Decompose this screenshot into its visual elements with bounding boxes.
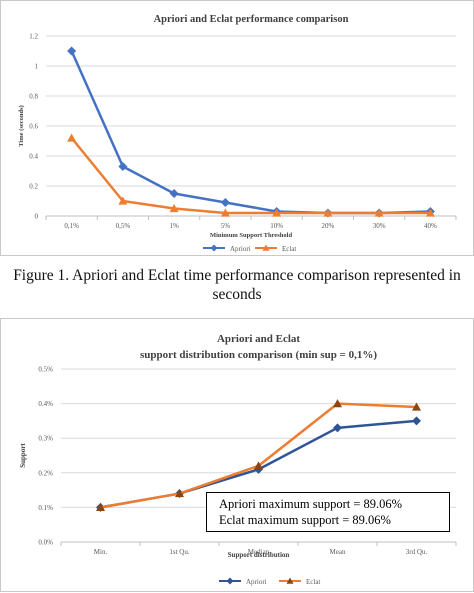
data-point-eclat	[220, 208, 230, 217]
y-tick-label: 1	[35, 63, 39, 71]
x-tick-label: 3rd Qu.	[406, 548, 428, 556]
legend-marker-apriori	[210, 244, 218, 252]
x-tick-label: Min.	[94, 548, 108, 556]
chart-support-distribution: Apriori and Eclat support distribution co…	[19, 333, 457, 586]
y-axis-label: Support	[19, 443, 27, 468]
x-axis-label: Minimum Support Threshold	[210, 232, 293, 239]
chart-subtitle: support distribution comparison (min sup…	[140, 349, 377, 361]
x-tick-label: Mean	[330, 548, 346, 556]
eclat-max-support: Eclat maximum support = 89.06%	[219, 513, 391, 527]
y-tick-label: 0.8	[29, 93, 38, 101]
max-support-box: Apriori maximum support = 89.06% Eclat m…	[206, 492, 450, 532]
data-point-apriori	[333, 423, 342, 433]
legend-label: Eclat	[282, 245, 296, 253]
legend-label: Apriori	[230, 245, 251, 253]
x-tick-label: 5%	[221, 222, 231, 230]
apriori-max-support: Apriori maximum support = 89.06%	[219, 497, 403, 511]
chart-title: Apriori and Eclat performance comparison	[154, 14, 349, 25]
data-point-eclat	[118, 196, 128, 205]
data-point-apriori	[118, 162, 128, 171]
legend-label: Eclat	[306, 578, 320, 586]
y-tick-label: 0.4%	[38, 400, 53, 408]
data-point-eclat	[169, 204, 179, 213]
x-tick-label: 20%	[321, 222, 334, 230]
legend-marker-eclat	[262, 244, 270, 251]
y-tick-label: 0.4	[29, 153, 38, 161]
data-point-eclat	[272, 208, 282, 217]
data-point-eclat	[67, 133, 77, 142]
data-point-eclat	[412, 402, 421, 411]
y-tick-label: 0.1%	[38, 504, 53, 512]
y-tick-label: 0.0%	[38, 539, 53, 547]
x-tick-label: 40%	[424, 222, 437, 230]
chart-time-performance: Apriori and Eclat performance comparison…	[18, 14, 457, 253]
y-tick-label: 0.6	[29, 123, 38, 131]
y-tick-label: 0.2	[29, 183, 38, 191]
y-tick-label: 0	[35, 213, 39, 221]
x-tick-label: Median	[248, 548, 270, 556]
x-tick-label: 1st Qu.	[169, 548, 189, 556]
series-line-apriori	[70, 50, 431, 215]
x-tick-label: 30%	[373, 222, 386, 230]
data-point-apriori	[412, 416, 421, 426]
x-tick-label: 0,5%	[116, 222, 131, 230]
data-point-apriori	[169, 189, 179, 198]
y-tick-label: 0.2%	[38, 469, 53, 477]
x-tick-label: 10%	[270, 222, 283, 230]
data-point-apriori	[67, 46, 77, 56]
data-point-eclat	[323, 208, 333, 217]
data-point-eclat	[374, 208, 384, 217]
legend-label: Apriori	[246, 578, 267, 586]
chart-panel-time: Apriori and Eclat performance comparison…	[0, 0, 474, 256]
chart-title: Apriori and Eclat	[217, 333, 300, 345]
x-tick-label: 0,1%	[64, 222, 79, 230]
y-tick-label: 0.5%	[38, 366, 53, 374]
series-line-eclat	[70, 137, 431, 215]
y-tick-label: 0.3%	[38, 435, 53, 443]
y-tick-label: 1.2	[29, 33, 38, 41]
figure-caption: Figure 1. Apriori and Eclat time perform…	[13, 267, 461, 303]
chart-panel-support: Apriori and Eclat support distribution co…	[0, 318, 474, 592]
legend-marker-apriori	[226, 577, 234, 585]
x-tick-label: 1%	[169, 222, 179, 230]
legend-marker-eclat	[286, 577, 294, 584]
y-axis-label: Time (seconds)	[18, 105, 25, 147]
data-point-eclat	[333, 399, 342, 408]
data-point-eclat	[96, 502, 105, 511]
x-axis-label: Support distribution	[228, 551, 290, 559]
data-point-eclat	[175, 489, 184, 498]
data-point-eclat	[254, 461, 263, 470]
data-point-apriori	[220, 198, 230, 207]
data-point-eclat	[425, 208, 435, 217]
